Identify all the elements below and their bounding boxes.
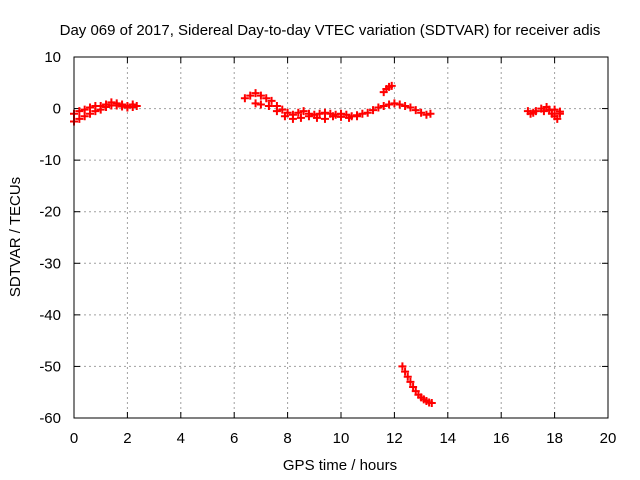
data-point-seg-midday-lower	[296, 113, 305, 122]
x-tick-label: 4	[177, 430, 185, 447]
x-tick-label: 0	[70, 430, 78, 447]
data-point-seg-late-upper	[539, 107, 548, 116]
data-point-seg-early-upper	[128, 100, 137, 109]
data-point-seg-midday-lower	[345, 113, 354, 122]
x-tick-label: 10	[333, 430, 350, 447]
data-point-seg-early-upper	[86, 103, 95, 112]
data-point-seg-midday	[358, 109, 367, 118]
data-point-seg-drop	[409, 383, 418, 392]
data-point-seg-early-upper	[107, 98, 116, 107]
x-tick-label: 8	[283, 430, 291, 447]
data-point-seg-midday-lower	[312, 113, 321, 122]
data-point-seg-midday	[369, 106, 378, 115]
data-point-seg-early-upper	[112, 99, 121, 108]
data-point-seg-midday-lower	[320, 114, 329, 123]
data-point-seg-spike	[387, 81, 396, 90]
axis-ticks: 0 2 4 6 8 10 12 14 16 18 20 10 0 -10 -20 -30 -40 -50 -60	[39, 49, 616, 447]
data-point-seg-midday	[374, 103, 383, 112]
x-tick-label: 12	[386, 430, 403, 447]
x-tick-label: 6	[230, 430, 238, 447]
data-point-seg-midday-lower	[337, 112, 345, 121]
data-point-seg-midday	[315, 109, 324, 118]
data-point-seg-late-upper	[550, 105, 559, 114]
data-point-seg-early-upper	[96, 101, 105, 110]
data-point-seg-drop	[427, 399, 436, 408]
data-point-seg-late-upper	[555, 107, 564, 116]
data-point-seg-midday	[363, 108, 372, 117]
data-point-seg-midday-lower	[328, 112, 337, 121]
data-points	[70, 81, 564, 408]
data-point-seg-midday-lower	[272, 107, 281, 116]
data-point-seg-drop	[406, 377, 415, 386]
x-axis-label: GPS time / hours	[283, 457, 397, 474]
y-tick-label: -50	[39, 358, 61, 375]
plot-frame	[73, 56, 609, 419]
data-point-seg-early-upper	[118, 100, 127, 109]
data-point-seg-early	[80, 112, 89, 121]
data-point-seg-early-upper	[102, 100, 111, 109]
data-point-seg-midday-lower	[256, 100, 265, 109]
data-point-seg-midday	[395, 100, 404, 109]
data-point-seg-midday-lower	[280, 112, 289, 121]
y-tick-label: 10	[44, 49, 61, 66]
x-tick-label: 18	[546, 430, 563, 447]
data-point-seg-early	[132, 101, 141, 110]
data-point-seg-midday	[417, 108, 426, 117]
data-point-seg-midday	[278, 105, 287, 114]
data-point-seg-early-upper	[80, 105, 89, 114]
y-tick-label: -20	[39, 204, 61, 221]
x-tick-label: 20	[600, 430, 617, 447]
data-point-seg-early-upper	[75, 107, 84, 116]
data-point-seg-midday-lower	[288, 114, 297, 123]
y-tick-label: -40	[39, 307, 61, 324]
data-point-seg-early	[75, 114, 84, 123]
data-point-seg-late	[553, 114, 562, 123]
data-point-seg-midday	[426, 109, 435, 118]
data-point-seg-drop	[398, 362, 407, 371]
data-point-seg-midday	[267, 96, 276, 105]
y-tick-label: -10	[39, 152, 61, 169]
data-point-seg-midday	[390, 99, 399, 108]
data-point-seg-midday-lower	[304, 112, 313, 121]
data-point-seg-midday	[256, 91, 265, 100]
data-point-seg-midday	[294, 108, 303, 117]
y-axis-label: SDTVAR / TECUs	[7, 177, 24, 297]
data-point-seg-midday	[401, 101, 410, 110]
y-tick-label: -30	[39, 255, 61, 272]
x-tick-label: 2	[123, 430, 131, 447]
grid	[74, 57, 608, 418]
data-point-seg-midday	[246, 91, 255, 100]
x-tick-label: 14	[439, 430, 456, 447]
data-point-seg-midday	[385, 100, 394, 109]
data-point-seg-midday-lower	[264, 101, 273, 110]
data-point-seg-midday	[299, 107, 308, 116]
data-point-seg-drop	[403, 372, 412, 381]
data-point-seg-early-upper	[123, 101, 132, 110]
data-point-seg-midday	[251, 89, 260, 98]
data-point-seg-midday	[411, 106, 420, 115]
y-tick-label: 0	[53, 101, 61, 118]
data-point-seg-midday	[379, 101, 388, 110]
x-tick-label: 16	[493, 430, 510, 447]
data-point-seg-midday	[422, 110, 431, 119]
data-point-seg-midday	[406, 103, 415, 112]
data-point-seg-midday	[240, 94, 249, 103]
chart-title: Day 069 of 2017, Sidereal Day-to-day VTE…	[60, 22, 601, 39]
data-point-seg-drop	[401, 367, 410, 376]
data-point-seg-midday-lower	[251, 99, 260, 108]
data-point-seg-midday	[262, 94, 271, 103]
data-point-seg-midday-lower	[353, 112, 362, 121]
y-tick-label: -60	[39, 410, 61, 427]
data-point-seg-late	[531, 107, 540, 116]
